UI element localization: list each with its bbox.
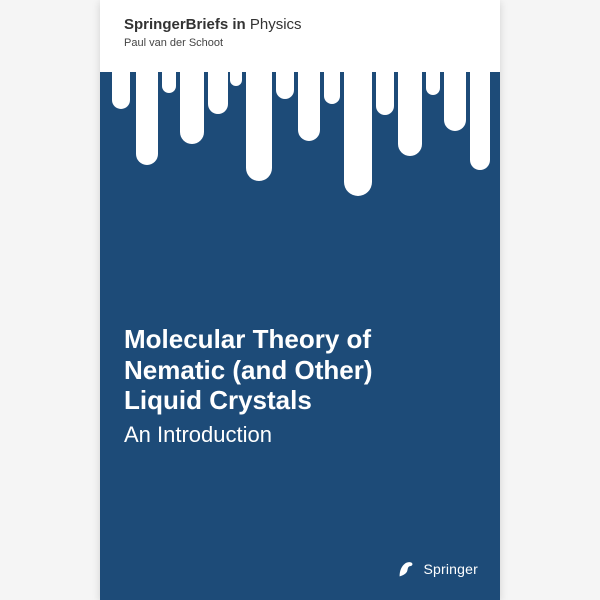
title-line: Liquid Crystals (124, 385, 476, 416)
book-cover: SpringerBriefs in Physics Paul van der S… (100, 0, 500, 600)
title-line: Molecular Theory of (124, 324, 476, 355)
title-line: Nematic (and Other) (124, 355, 476, 386)
series-light: Physics (246, 16, 302, 33)
series-bold: SpringerBriefs in (124, 16, 246, 33)
series-title: SpringerBriefs in Physics (124, 16, 476, 33)
drip-pattern (100, 72, 500, 212)
publisher-name: Springer (423, 561, 478, 577)
publisher-logo-icon (395, 558, 417, 580)
top-band: SpringerBriefs in Physics Paul van der S… (100, 0, 500, 72)
book-title: Molecular Theory ofNematic (and Other)Li… (124, 324, 476, 416)
author-name: Paul van der Schoot (124, 37, 476, 49)
title-block: Molecular Theory ofNematic (and Other)Li… (124, 324, 476, 448)
publisher: Springer (395, 558, 478, 580)
book-subtitle: An Introduction (124, 422, 476, 448)
blue-panel: Molecular Theory ofNematic (and Other)Li… (100, 72, 500, 600)
